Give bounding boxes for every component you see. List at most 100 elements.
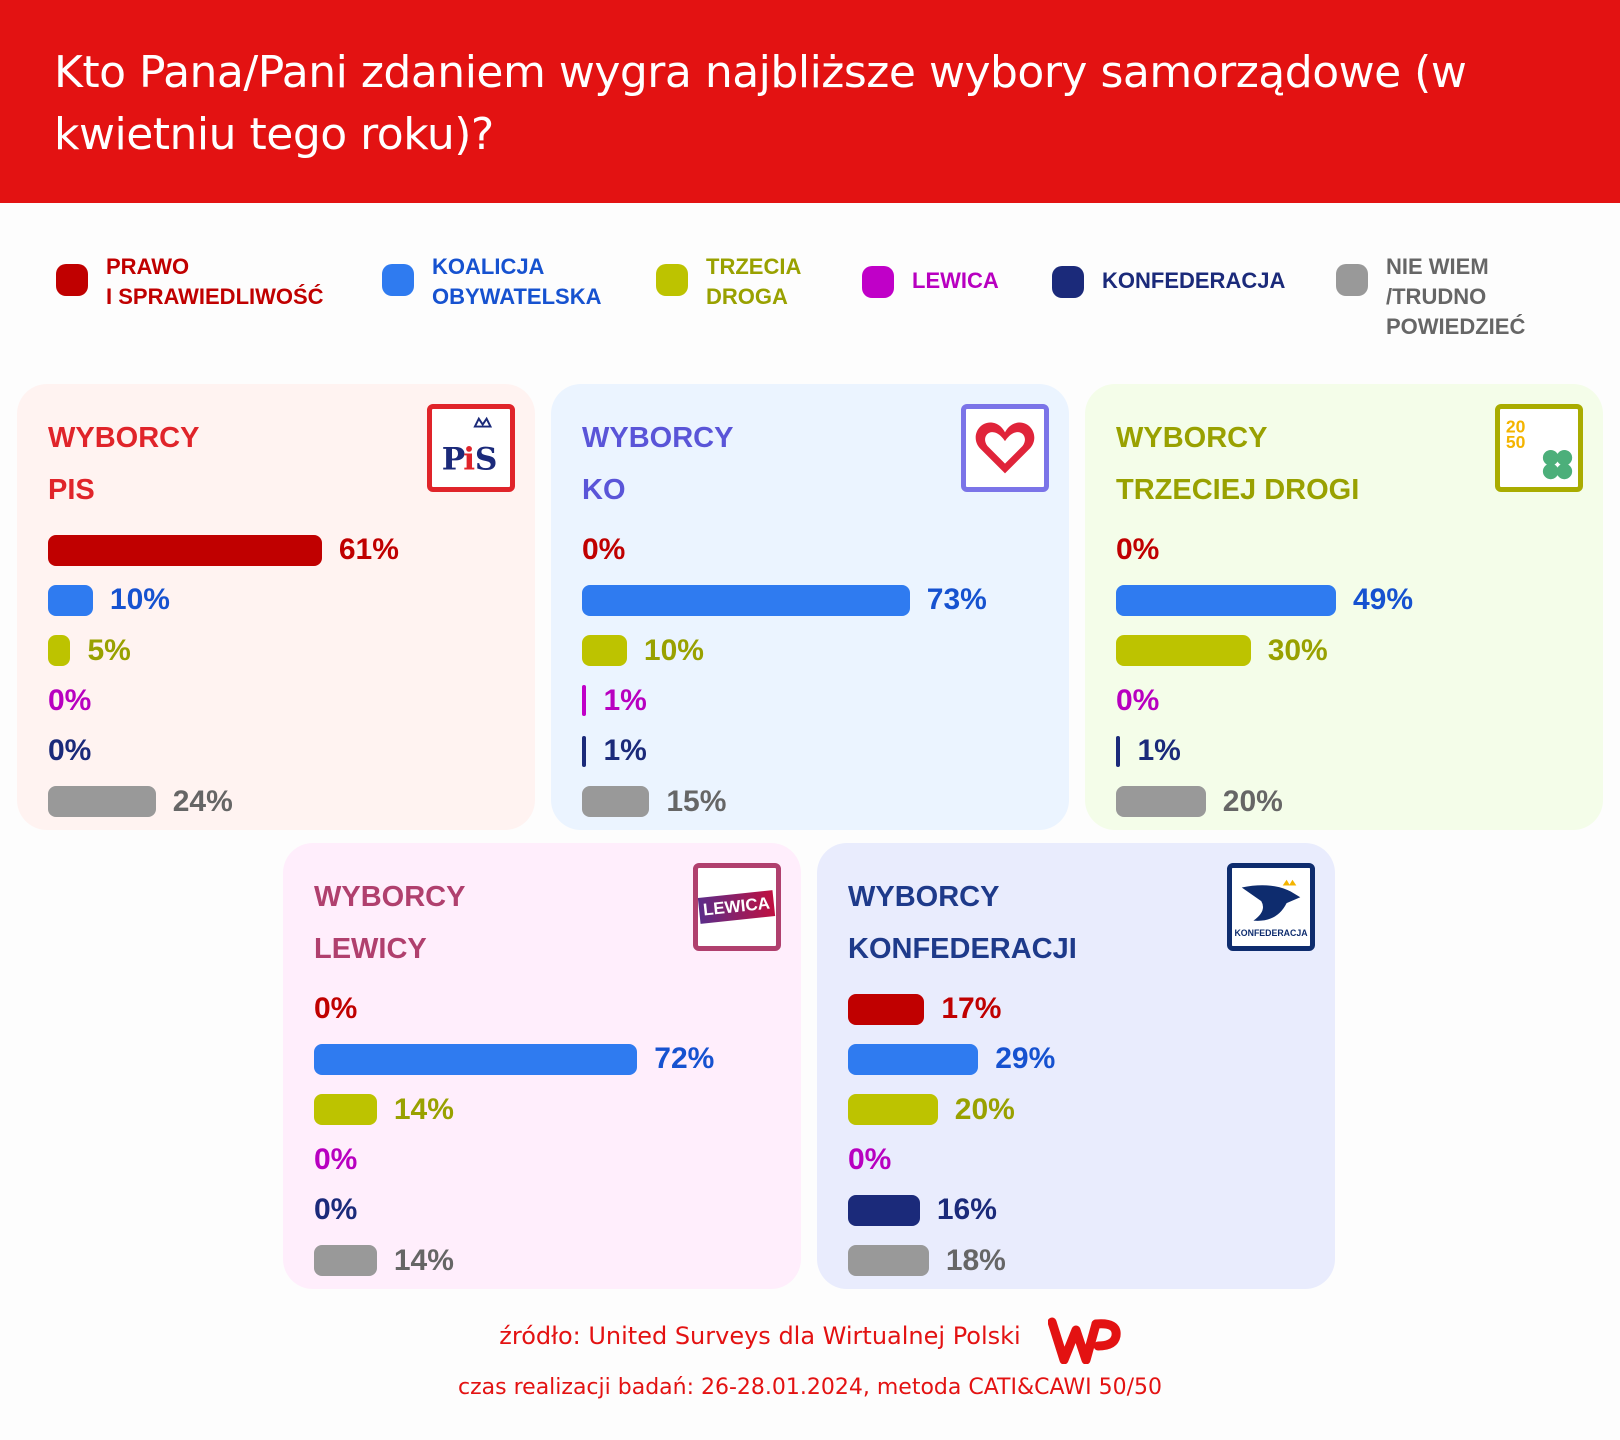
legend-item: LEWICA [862, 266, 999, 298]
data-label: 20% [954, 1092, 1015, 1126]
chart-card: WYBORCY TRZECIEJ DROGI 20 50 0% 49% 30% 0% 1% 20… [1085, 384, 1603, 830]
bar-row: 61% [48, 533, 399, 566]
legend-item: PRAWO I SPRAWIEDLIWOŚĆ [56, 252, 324, 312]
svg-text:KONFEDERACJA: KONFEDERACJA [1234, 928, 1308, 938]
data-label: 5% [87, 633, 131, 667]
trzecia-droga-logo: 20 50 [1495, 404, 1583, 492]
data-label: 10% [109, 583, 170, 617]
bar [314, 1094, 377, 1126]
survey-meta: czas realizacji badań: 26-28.01.2024, me… [458, 1375, 1162, 1400]
bar-row: 0% [1116, 533, 1160, 566]
legend-label: KOALICJA OBYWATELSKA [432, 254, 602, 309]
bar-row: 14% [314, 1243, 454, 1277]
bar [48, 635, 71, 667]
data-label: 0% [314, 1142, 358, 1176]
bar [48, 786, 156, 817]
bar [1116, 584, 1336, 616]
chart-card: WYBORCY LEWICY LEWICA 0% 72% 14% 0% 0% 14% [283, 843, 801, 1289]
data-label: 30% [1267, 633, 1328, 667]
bar-row: 1% [1116, 734, 1181, 768]
legend-swatch [862, 266, 894, 298]
bar-row: 0% [582, 533, 626, 566]
data-label: 16% [936, 1193, 997, 1227]
data-label: 24% [172, 784, 233, 818]
bar-row: 15% [582, 785, 726, 818]
bar [848, 1194, 920, 1226]
data-label: 0% [1116, 533, 1160, 566]
bar-row: 0% [314, 1142, 358, 1176]
legend-label: PRAWO I SPRAWIEDLIWOŚĆ [106, 254, 324, 309]
svg-text:P: P [442, 441, 465, 477]
legend-item: NIE WIEM /TRUDNO POWIEDZIEĆ [1336, 252, 1525, 342]
legend-label: TRZECIA DROGA [706, 254, 802, 309]
data-label: 49% [1353, 583, 1414, 617]
legend-label: KONFEDERACJA [1102, 268, 1286, 293]
data-label: 14% [393, 1243, 454, 1277]
chart-card: WYBORCY KONFEDERACJI KONFEDERACJA 17% 29% 20… [817, 843, 1335, 1289]
bar [582, 584, 910, 616]
data-label: 14% [393, 1092, 454, 1126]
bar [848, 1043, 979, 1075]
bar-row: 5% [48, 633, 131, 667]
bar-row: 0% [48, 734, 91, 767]
svg-text:20: 20 [1506, 416, 1526, 436]
data-label: 0% [582, 533, 626, 566]
bar-row: 1% [582, 683, 647, 717]
bar-row: 72% [314, 1042, 715, 1076]
bar-row: 49% [1116, 583, 1414, 617]
bar [48, 534, 322, 566]
legend-item: KONFEDERACJA [1052, 266, 1285, 298]
data-label: 1% [1137, 734, 1181, 768]
data-label: 72% [654, 1042, 715, 1076]
source-text: źródło: United Surveys dla Wirtualnej Po… [499, 1322, 1021, 1350]
data-label: 61% [338, 533, 399, 566]
chart-title: WYBORCY PIS [48, 422, 200, 506]
bar [1116, 635, 1251, 667]
legend-item: KOALICJA OBYWATELSKA [382, 252, 601, 312]
data-label: 0% [314, 992, 358, 1025]
bar [314, 1043, 638, 1075]
data-label: 73% [926, 583, 987, 617]
wp-logo [1048, 1317, 1121, 1364]
data-label: 10% [643, 633, 704, 667]
bar [848, 1245, 929, 1276]
chart-title: WYBORCY KO [582, 422, 734, 506]
svg-text:50: 50 [1506, 432, 1526, 452]
data-label: 17% [941, 992, 1002, 1025]
bar [582, 786, 650, 817]
legend-swatch [56, 264, 88, 296]
bar [1116, 735, 1121, 767]
bar [848, 993, 925, 1025]
bar-row: 0% [848, 1142, 892, 1176]
bar-row: 10% [582, 633, 704, 667]
bar [582, 735, 587, 767]
bar-row: 30% [1116, 633, 1328, 667]
bar [1116, 786, 1206, 817]
bar-row: 10% [48, 583, 170, 617]
bar-row: 1% [582, 734, 647, 768]
data-label: 1% [603, 683, 647, 717]
data-label: 0% [48, 683, 92, 717]
data-label: 1% [603, 734, 647, 768]
data-label: 0% [848, 1142, 892, 1176]
svg-text:S: S [475, 441, 498, 477]
bar-row: 0% [314, 992, 358, 1025]
page-title: Kto Pana/Pani zdaniem wygra najbliższe w… [54, 47, 1467, 160]
lewica-logo: LEWICA [693, 863, 781, 951]
ko-heart-logo [961, 404, 1049, 492]
data-label: 18% [945, 1243, 1006, 1277]
bar-row: 17% [848, 992, 1002, 1025]
bar [314, 1245, 377, 1276]
bar-row: 18% [848, 1243, 1006, 1277]
bar-row: 14% [314, 1092, 454, 1126]
legend-swatch [1052, 266, 1084, 298]
data-label: 29% [995, 1042, 1056, 1076]
bar-row: 24% [48, 784, 233, 818]
legend-item: TRZECIA DROGA [656, 252, 801, 312]
bar [582, 635, 627, 667]
bar-row: 20% [848, 1092, 1015, 1126]
bar-row: 0% [1116, 683, 1160, 717]
bar [848, 1094, 938, 1126]
data-label: 0% [1116, 683, 1160, 717]
